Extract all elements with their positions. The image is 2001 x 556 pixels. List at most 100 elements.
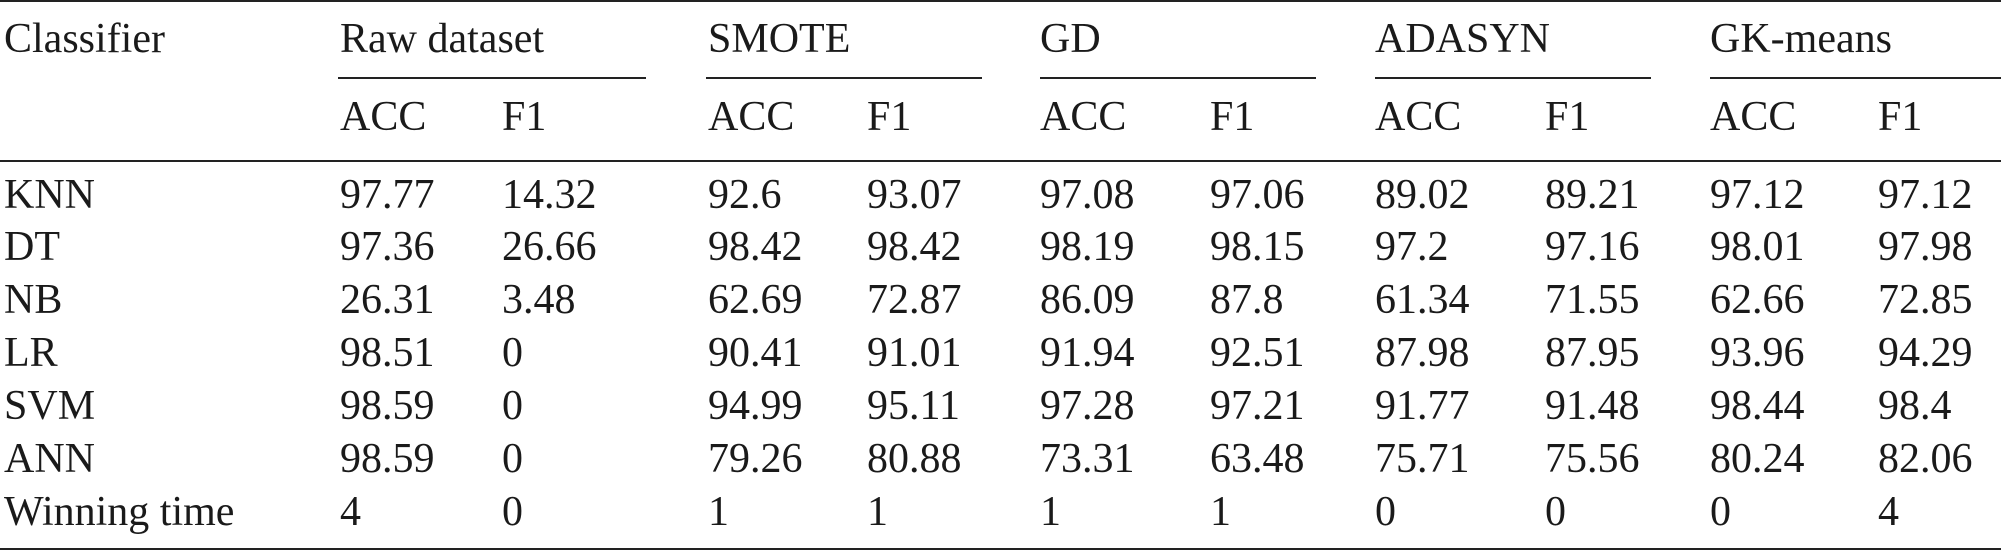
group-rule-raw-dataset (338, 77, 646, 79)
row-label: ANN (4, 436, 95, 482)
table-cell: 97.08 (1040, 172, 1135, 218)
table-cell: 80.24 (1710, 436, 1805, 482)
table-cell: 98.19 (1040, 224, 1135, 270)
table-cell: 82.06 (1878, 436, 1973, 482)
table-cell: 62.66 (1710, 277, 1805, 323)
table-cell: 1 (708, 489, 729, 535)
table-cell: 98.59 (340, 383, 435, 429)
table-cell: 97.12 (1878, 172, 1973, 218)
table-cell: 79.26 (708, 436, 803, 482)
table-cell: 91.77 (1375, 383, 1470, 429)
header-group-adasyn: ADASYN (1375, 16, 1551, 62)
subheader-acc: ACC (340, 94, 427, 140)
row-label: KNN (4, 172, 95, 218)
table-cell: 1 (867, 489, 888, 535)
table-cell: 98.4 (1878, 383, 1952, 429)
table-cell: 62.69 (708, 277, 803, 323)
table-cell: 61.34 (1375, 277, 1470, 323)
table-top-rule (0, 0, 2001, 2)
table-cell: 4 (340, 489, 361, 535)
table-cell: 97.12 (1710, 172, 1805, 218)
group-rule-gd (1040, 77, 1316, 79)
table-cell: 26.31 (340, 277, 435, 323)
table-cell: 75.71 (1375, 436, 1470, 482)
row-label: SVM (4, 383, 96, 429)
table-cell: 90.41 (708, 330, 803, 376)
table-cell: 97.98 (1878, 224, 1973, 270)
table-cell: 0 (502, 330, 523, 376)
table-cell: 92.51 (1210, 330, 1305, 376)
table-cell: 91.01 (867, 330, 962, 376)
header-group-gk-means: GK-means (1710, 16, 1892, 62)
header-group-gd: GD (1040, 16, 1101, 62)
table-cell: 93.96 (1710, 330, 1805, 376)
row-label: LR (4, 330, 58, 376)
table-cell: 71.55 (1545, 277, 1640, 323)
table-cell: 72.87 (867, 277, 962, 323)
table-cell: 87.95 (1545, 330, 1640, 376)
table-cell: 89.21 (1545, 172, 1640, 218)
subheader-acc: ACC (1375, 94, 1462, 140)
table-cell: 97.2 (1375, 224, 1449, 270)
subheader-acc: ACC (1040, 94, 1127, 140)
subheader-f1: F1 (1545, 94, 1590, 140)
subheader-acc: ACC (1710, 94, 1797, 140)
table-cell: 91.48 (1545, 383, 1640, 429)
table-cell: 98.59 (340, 436, 435, 482)
table-cell: 1 (1040, 489, 1061, 535)
table-cell: 86.09 (1040, 277, 1135, 323)
table-cell: 72.85 (1878, 277, 1973, 323)
group-rule-gk-means (1710, 77, 2001, 79)
table-cell: 93.07 (867, 172, 962, 218)
group-rule-adasyn (1375, 77, 1651, 79)
group-rule-smote (706, 77, 982, 79)
table-cell: 94.99 (708, 383, 803, 429)
table-cell: 80.88 (867, 436, 962, 482)
table-cell: 75.56 (1545, 436, 1640, 482)
table-cell: 97.21 (1210, 383, 1305, 429)
table-cell: 4 (1878, 489, 1899, 535)
subheader-acc: ACC (708, 94, 795, 140)
table-cell: 97.16 (1545, 224, 1640, 270)
row-label: NB (4, 277, 63, 323)
table-cell: 1 (1210, 489, 1231, 535)
table-cell: 95.11 (867, 383, 960, 429)
table-cell: 98.15 (1210, 224, 1305, 270)
table-cell: 63.48 (1210, 436, 1305, 482)
table-cell: 89.02 (1375, 172, 1470, 218)
table-cell: 87.8 (1210, 277, 1284, 323)
table-cell: 98.01 (1710, 224, 1805, 270)
subheader-f1: F1 (1210, 94, 1255, 140)
row-label: Winning time (4, 489, 235, 535)
header-group-smote: SMOTE (708, 16, 851, 62)
table-cell: 0 (502, 383, 523, 429)
table-cell: 0 (502, 489, 523, 535)
table-cell: 97.36 (340, 224, 435, 270)
header-bottom-rule (0, 160, 2001, 162)
subheader-f1: F1 (502, 94, 547, 140)
row-label: DT (4, 224, 60, 270)
table-cell: 94.29 (1878, 330, 1973, 376)
table-cell: 0 (502, 436, 523, 482)
table-cell: 98.42 (867, 224, 962, 270)
header-classifier: Classifier (4, 16, 165, 62)
table-cell: 97.06 (1210, 172, 1305, 218)
table-cell: 26.66 (502, 224, 597, 270)
subheader-f1: F1 (867, 94, 912, 140)
table-cell: 0 (1375, 489, 1396, 535)
table-cell: 0 (1710, 489, 1731, 535)
table-cell: 97.28 (1040, 383, 1135, 429)
table-cell: 14.32 (502, 172, 597, 218)
table-cell: 87.98 (1375, 330, 1470, 376)
table-cell: 73.31 (1040, 436, 1135, 482)
table-cell: 92.6 (708, 172, 782, 218)
table-cell: 97.77 (340, 172, 435, 218)
subheader-f1: F1 (1878, 94, 1923, 140)
table-cell: 98.51 (340, 330, 435, 376)
table-cell: 0 (1545, 489, 1566, 535)
table-cell: 98.42 (708, 224, 803, 270)
table-cell: 91.94 (1040, 330, 1135, 376)
table-cell: 3.48 (502, 277, 576, 323)
table-cell: 98.44 (1710, 383, 1805, 429)
